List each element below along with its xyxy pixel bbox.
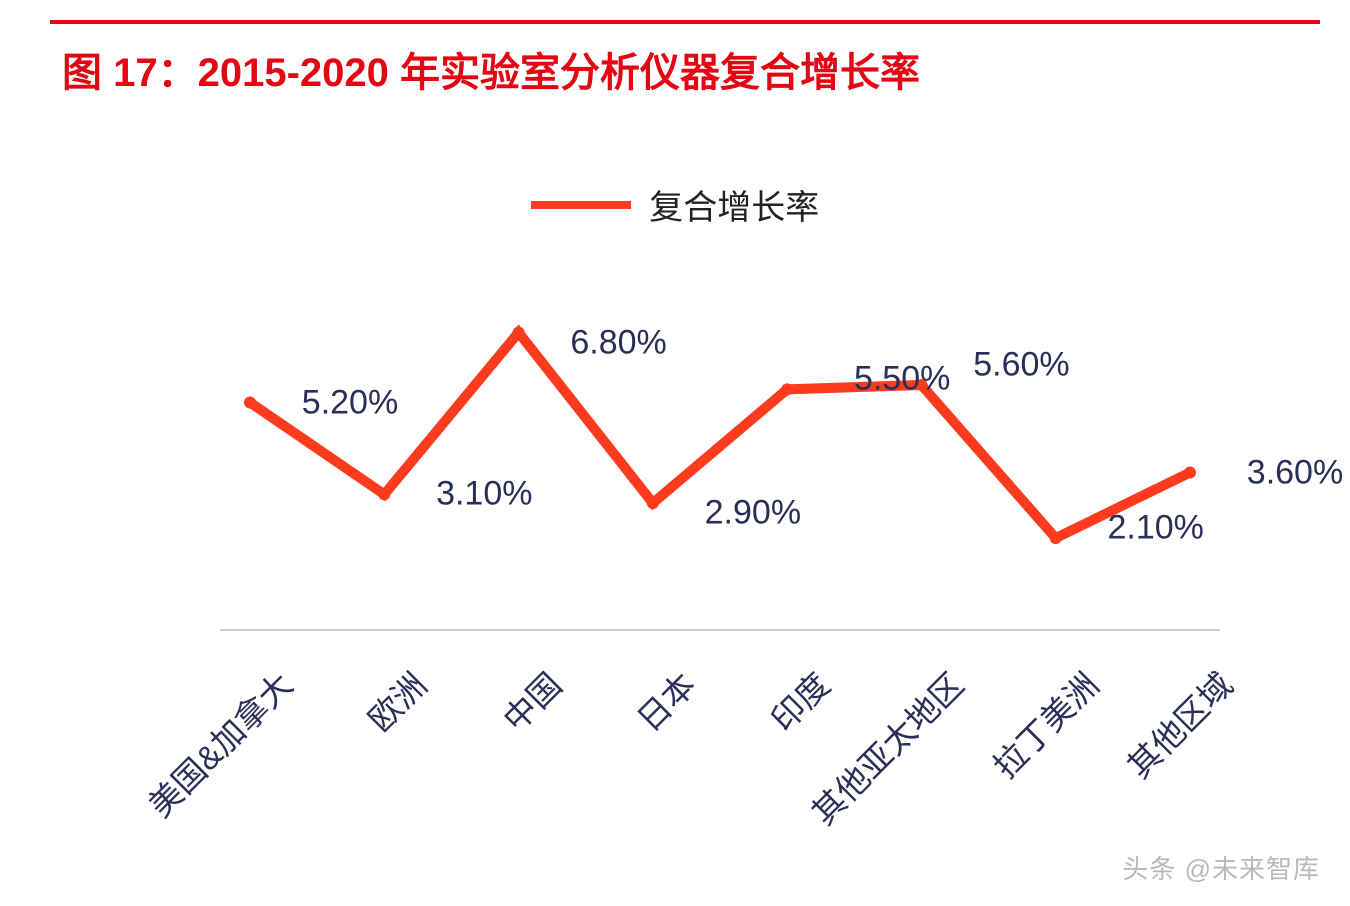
chart-data-label: 5.60% (973, 346, 1069, 385)
legend-color-swatch (531, 201, 631, 209)
chart-data-label: 5.50% (854, 360, 950, 399)
chart-data-point (1050, 532, 1062, 544)
chart-title: 图 17：2015-2020 年实验室分析仪器复合增长率 (62, 40, 920, 98)
chart-legend: 复合增长率 (0, 180, 1350, 229)
chart-svg (220, 280, 1220, 630)
x-axis-label: 美国&加拿大 (136, 660, 302, 826)
chart-data-point (1184, 467, 1196, 479)
x-axis-label: 中国 (490, 660, 571, 741)
title-top-rule (50, 20, 1320, 24)
x-axis-labels: 美国&加拿大欧洲中国日本印度其他亚太地区拉丁美洲其他区域 (220, 630, 1220, 880)
legend-label: 复合增长率 (649, 180, 819, 229)
chart-data-label: 2.90% (705, 494, 801, 533)
chart-data-label: 3.60% (1247, 453, 1343, 492)
chart-data-label: 2.10% (1108, 509, 1204, 548)
x-axis-label: 其他区域 (1115, 660, 1242, 787)
chart-data-label: 3.10% (436, 475, 532, 514)
chart-data-label: 5.20% (302, 383, 398, 422)
chart-data-point (378, 488, 390, 500)
chart-data-point (513, 327, 525, 339)
chart-data-point (647, 497, 659, 509)
x-axis-label: 日本 (624, 660, 705, 741)
watermark: 头条 @未来智库 (1122, 849, 1320, 886)
x-axis-label: 拉丁美洲 (980, 660, 1107, 787)
x-axis-label: 印度 (758, 660, 839, 741)
chart-data-point (781, 383, 793, 395)
chart-data-label: 6.80% (570, 323, 666, 362)
chart-data-point (244, 397, 256, 409)
line-chart: 5.20%3.10%6.80%2.90%5.50%5.60%2.10%3.60% (220, 280, 1220, 630)
x-axis-label: 欧洲 (356, 660, 437, 741)
